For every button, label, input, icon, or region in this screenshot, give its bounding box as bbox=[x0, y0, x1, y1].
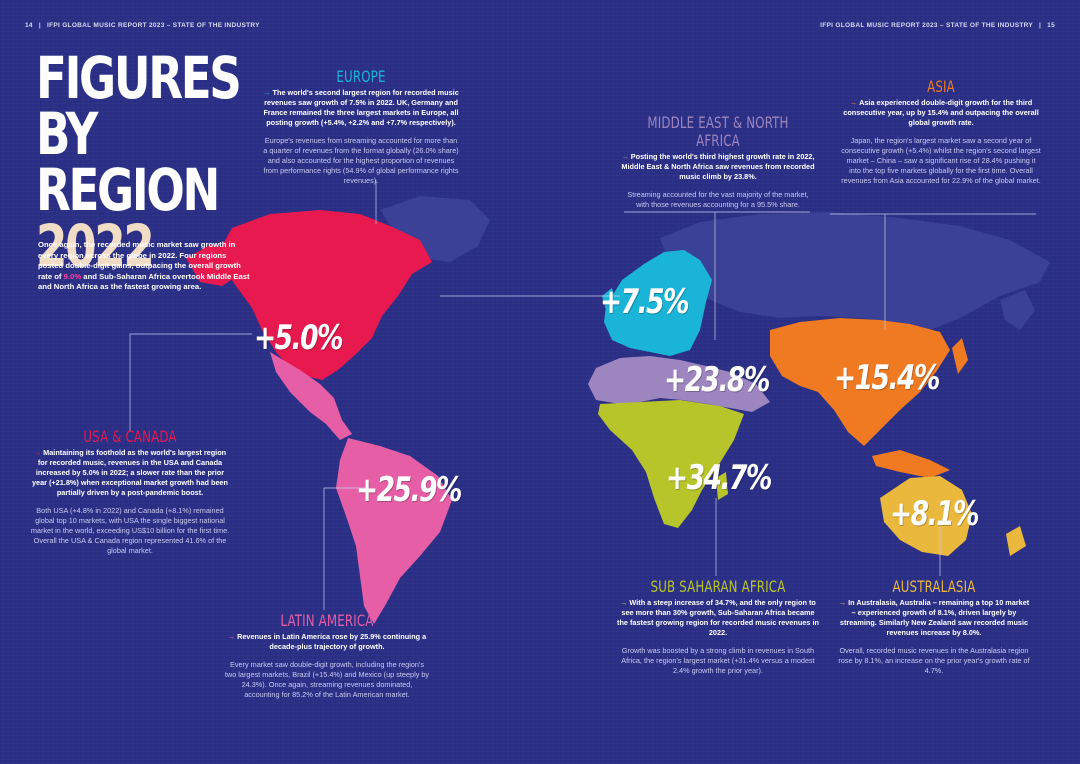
region-title-sub-saharan-africa: SUB SAHARAN AFRICA bbox=[650, 577, 786, 596]
page-number-left: 14 bbox=[25, 22, 33, 29]
leader-line-usa bbox=[129, 333, 252, 432]
leader-line-latam bbox=[323, 487, 366, 610]
arrow-icon: → bbox=[838, 598, 847, 607]
russia-landmass bbox=[660, 212, 1050, 330]
region-lead-mena: → Posting the world's third highest growt… bbox=[621, 152, 815, 181]
running-title-right: IFPI GLOBAL MUSIC REPORT 2023 – STATE OF… bbox=[820, 22, 1034, 29]
region-lead-usa-canada: → Maintaining its foothold as the world's… bbox=[31, 448, 229, 497]
region-title-asia: ASIA bbox=[927, 77, 955, 96]
region-lead-europe: → The world's second largest region for r… bbox=[263, 88, 459, 127]
growth-label-asia: +15.4% bbox=[834, 358, 940, 398]
running-title-left: IFPI GLOBAL MUSIC REPORT 2023 – STATE OF… bbox=[46, 22, 260, 29]
region-lead-australasia: → In Australasia, Australia – remaining a… bbox=[838, 598, 1030, 637]
region-sub-saharan-africa bbox=[598, 400, 744, 528]
region-body-sub-saharan-africa: Growth was boosted by a strong climb in … bbox=[621, 646, 815, 675]
page-title: FIGURES BY REGION 2022 bbox=[36, 44, 242, 280]
region-title-australasia: AUSTRALASIA bbox=[892, 577, 976, 596]
region-australasia bbox=[880, 476, 972, 556]
leader-line-mena bbox=[624, 211, 810, 340]
region-usa-canada bbox=[222, 210, 432, 380]
se-asia-islands bbox=[872, 450, 950, 478]
growth-label-australasia: +8.1% bbox=[890, 494, 980, 534]
region-europe bbox=[604, 250, 712, 356]
alaska bbox=[186, 244, 240, 286]
arrow-icon: → bbox=[227, 632, 236, 641]
region-body-usa-canada: Both USA (+4.8% in 2022) and Canada (+8.… bbox=[30, 506, 230, 555]
region-latin-america-south bbox=[336, 438, 452, 624]
intro-highlight: 9.0% bbox=[63, 271, 82, 281]
page-header-right: IFPI GLOBAL MUSIC REPORT 2023 – STATE OF… bbox=[820, 22, 1055, 29]
region-mena bbox=[588, 356, 770, 412]
arrow-icon: → bbox=[33, 448, 42, 457]
uk-ireland bbox=[602, 288, 616, 310]
region-lead-latin-america: → Revenues in Latin America rose by 25.9%… bbox=[227, 632, 427, 651]
arrow-icon: → bbox=[621, 152, 629, 161]
region-body-europe: Europe's revenues from streaming account… bbox=[263, 136, 459, 185]
region-block-australasia: AUSTRALASIA → In Australasia, Australia –… bbox=[836, 578, 1032, 676]
region-latin-america-central bbox=[270, 352, 352, 440]
page-title-line1: FIGURES bbox=[36, 44, 242, 112]
arrow-icon: → bbox=[849, 98, 858, 107]
region-lead-asia: → Asia experienced double-digit growth fo… bbox=[843, 98, 1039, 127]
arrow-icon: → bbox=[263, 88, 271, 97]
region-block-latin-america: LATIN AMERICA → Revenues in Latin America… bbox=[224, 612, 430, 700]
region-title-usa-canada: USA & CANADA bbox=[83, 427, 177, 446]
growth-label-sub-saharan-africa: +34.7% bbox=[666, 458, 772, 498]
japan bbox=[952, 338, 968, 374]
region-title-europe: EUROPE bbox=[336, 67, 386, 86]
growth-label-mena: +23.8% bbox=[664, 360, 770, 400]
arrow-icon: → bbox=[620, 598, 628, 607]
region-block-asia: ASIA → Asia experienced double-digit grow… bbox=[840, 78, 1042, 186]
leader-line-europe bbox=[375, 180, 620, 297]
intro-paragraph: Once again, the recorded music market sa… bbox=[38, 240, 250, 292]
region-block-europe: EUROPE → The world's second largest regio… bbox=[262, 68, 460, 186]
region-block-sub-saharan-africa: SUB SAHARAN AFRICA → With a steep increas… bbox=[616, 578, 820, 676]
growth-label-europe: +7.5% bbox=[600, 282, 690, 322]
region-title-latin-america: LATIN AMERICA bbox=[280, 611, 374, 630]
growth-label-latin-america: +25.9% bbox=[356, 470, 462, 510]
growth-label-usa-canada: +5.0% bbox=[254, 318, 344, 358]
region-asia bbox=[770, 318, 950, 446]
region-body-australasia: Overall, recorded music revenues in the … bbox=[838, 646, 1030, 675]
region-body-asia: Japan, the region's largest market saw a… bbox=[841, 136, 1041, 185]
region-body-mena: Streaming accounted for the vast majorit… bbox=[627, 190, 809, 209]
region-block-usa-canada: USA & CANADA → Maintaining its foothold a… bbox=[30, 428, 230, 556]
leader-line-asia bbox=[830, 213, 1036, 330]
new-zealand bbox=[1006, 526, 1026, 556]
russia-far-east bbox=[1000, 290, 1035, 330]
madagascar bbox=[716, 472, 728, 500]
page-header-left: 14 | IFPI GLOBAL MUSIC REPORT 2023 – STATE… bbox=[25, 22, 260, 29]
region-title-mena: MIDDLE EAST & NORTH AFRICA bbox=[647, 113, 789, 150]
region-lead-sub-saharan-africa: → With a steep increase of 34.7%, and the… bbox=[617, 598, 819, 637]
page-title-year: 2022 bbox=[36, 212, 155, 280]
region-body-latin-america: Every market saw double-digit growth, in… bbox=[224, 660, 430, 699]
page-number-right: 15 bbox=[1047, 22, 1055, 29]
region-block-mena: MIDDLE EAST & NORTH AFRICA → Posting the … bbox=[620, 114, 816, 210]
page-title-line2: BY REGION bbox=[36, 100, 220, 224]
